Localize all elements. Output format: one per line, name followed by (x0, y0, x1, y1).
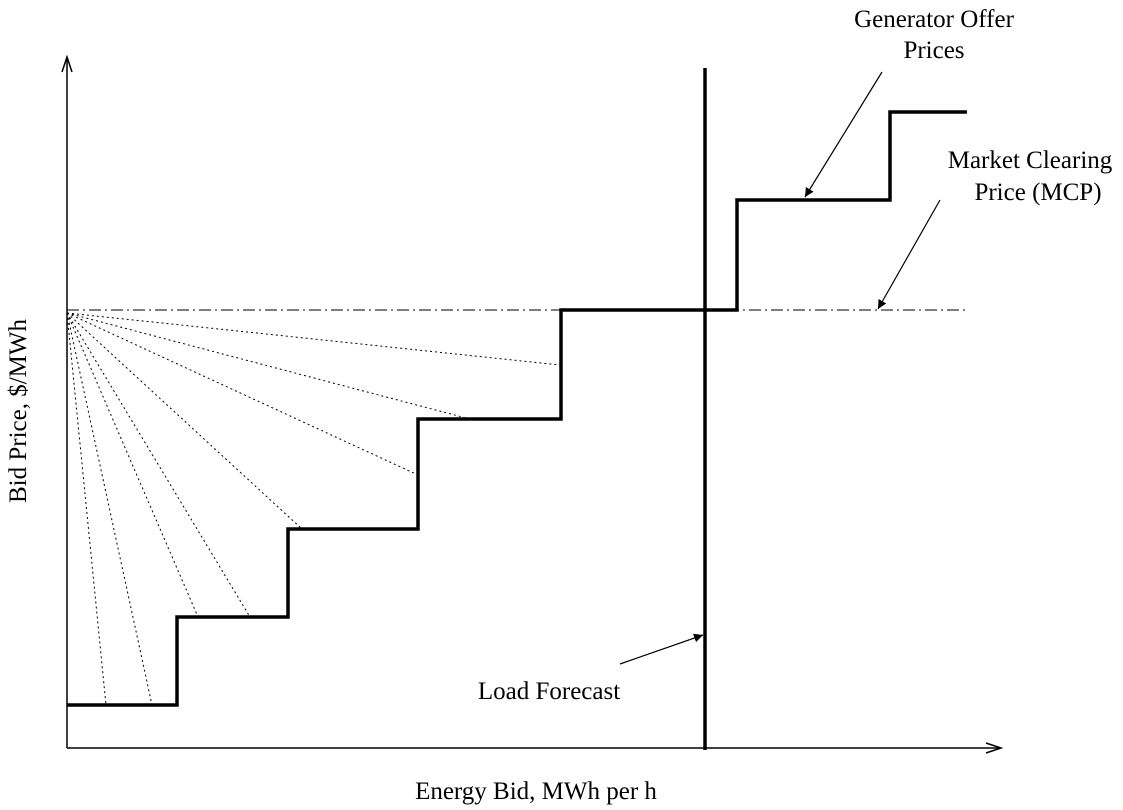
mcp-label-line2: Price (MCP) (974, 179, 1101, 206)
load-forecast-label: Load Forecast (478, 678, 620, 705)
x-axis-arrow-icon (985, 742, 1004, 754)
mcp-arrow (877, 199, 941, 310)
mcp-label-line1: Market Clearing (948, 147, 1113, 174)
generator-offer-label-line2: Prices (903, 37, 964, 64)
generator-offer-arrow (804, 71, 883, 198)
load-forecast-arrow (619, 633, 704, 665)
generator-offer-label-line1: Generator Offer (854, 6, 1015, 33)
y-axis-arrow-icon (61, 54, 73, 73)
dotted-fan-lines (66, 312, 561, 706)
generator-offer-curve (67, 110, 967, 707)
x-axis-label: Energy Bid, MWh per h (415, 778, 657, 805)
y-axis-label: Bid Price, $/MWh (5, 318, 32, 503)
